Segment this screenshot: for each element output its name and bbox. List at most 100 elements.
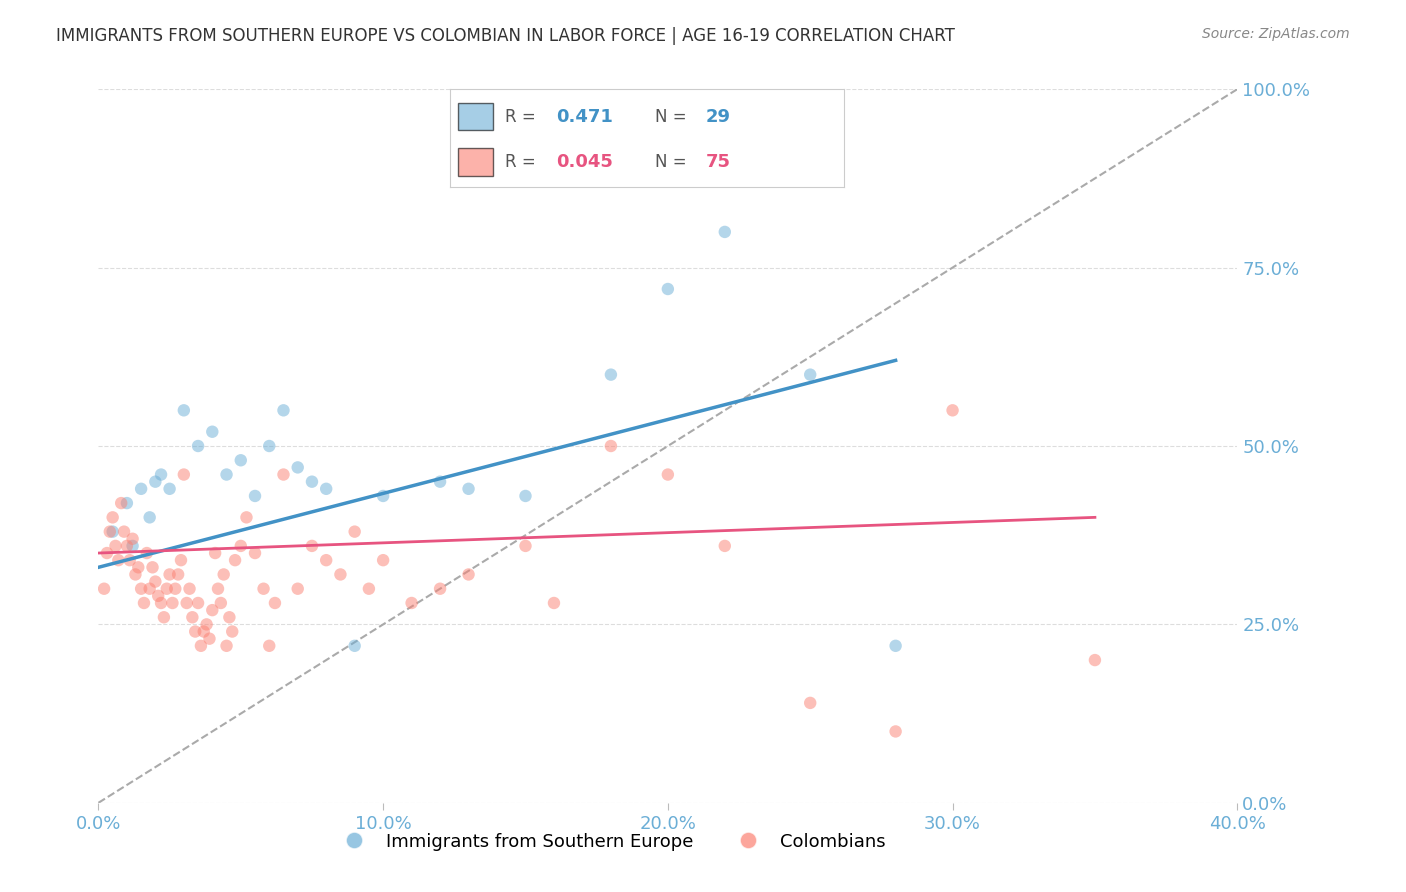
Point xyxy=(401,596,423,610)
Point xyxy=(167,567,190,582)
Point xyxy=(884,639,907,653)
Point xyxy=(259,439,281,453)
Text: 0.471: 0.471 xyxy=(557,108,613,126)
Point xyxy=(657,467,679,482)
Point xyxy=(176,596,198,610)
Point xyxy=(243,489,266,503)
Point xyxy=(218,610,240,624)
Point xyxy=(138,582,160,596)
Point xyxy=(429,475,451,489)
Point xyxy=(201,425,224,439)
Point xyxy=(259,639,281,653)
Text: 29: 29 xyxy=(706,108,731,126)
Point xyxy=(343,639,366,653)
Point xyxy=(429,582,451,596)
Point xyxy=(657,282,679,296)
Point xyxy=(101,510,124,524)
Point xyxy=(221,624,243,639)
Point xyxy=(224,553,246,567)
Point xyxy=(229,453,252,467)
Point xyxy=(159,567,181,582)
Point xyxy=(215,639,238,653)
Point xyxy=(129,582,152,596)
Point xyxy=(93,582,115,596)
Point xyxy=(201,603,224,617)
Point xyxy=(198,632,221,646)
Point xyxy=(315,482,337,496)
Point xyxy=(148,589,170,603)
Point xyxy=(884,724,907,739)
Point xyxy=(138,510,160,524)
Text: IMMIGRANTS FROM SOUTHERN EUROPE VS COLOMBIAN IN LABOR FORCE | AGE 16-19 CORRELAT: IMMIGRANTS FROM SOUTHERN EUROPE VS COLOM… xyxy=(56,27,955,45)
Point xyxy=(98,524,121,539)
Point xyxy=(115,496,138,510)
Point xyxy=(190,639,212,653)
Point xyxy=(195,617,218,632)
Point xyxy=(315,553,337,567)
Text: R =: R = xyxy=(505,108,541,126)
Point xyxy=(121,539,143,553)
Point xyxy=(145,574,167,589)
FancyBboxPatch shape xyxy=(458,148,494,176)
Point xyxy=(96,546,118,560)
Point xyxy=(215,467,238,482)
Point xyxy=(170,553,193,567)
Point xyxy=(799,368,821,382)
Point xyxy=(110,496,132,510)
Point xyxy=(343,524,366,539)
Point xyxy=(115,539,138,553)
Point xyxy=(135,546,157,560)
Point xyxy=(301,475,323,489)
Point xyxy=(184,624,207,639)
Legend: Immigrants from Southern Europe, Colombians: Immigrants from Southern Europe, Colombi… xyxy=(329,826,893,858)
Point xyxy=(193,624,215,639)
Text: N =: N = xyxy=(655,153,692,170)
Point xyxy=(799,696,821,710)
Point xyxy=(159,482,181,496)
Point xyxy=(243,546,266,560)
Point xyxy=(329,567,352,582)
Point xyxy=(714,539,737,553)
Point xyxy=(207,582,229,596)
Point xyxy=(600,439,623,453)
Text: 75: 75 xyxy=(706,153,731,170)
Point xyxy=(287,582,309,596)
Point xyxy=(153,610,176,624)
Point xyxy=(373,489,395,503)
Point xyxy=(209,596,232,610)
Text: N =: N = xyxy=(655,108,692,126)
Point xyxy=(118,553,141,567)
Point xyxy=(112,524,135,539)
Point xyxy=(457,567,479,582)
Point xyxy=(714,225,737,239)
Text: R =: R = xyxy=(505,153,541,170)
Point xyxy=(515,539,537,553)
Point xyxy=(1084,653,1107,667)
Point xyxy=(179,582,201,596)
Point xyxy=(162,596,184,610)
Point xyxy=(301,539,323,553)
Point xyxy=(457,482,479,496)
Point xyxy=(252,582,274,596)
Text: Source: ZipAtlas.com: Source: ZipAtlas.com xyxy=(1202,27,1350,41)
Point xyxy=(150,467,173,482)
Point xyxy=(187,439,209,453)
Point xyxy=(942,403,965,417)
Point xyxy=(150,596,173,610)
Point xyxy=(129,482,152,496)
FancyBboxPatch shape xyxy=(458,103,494,130)
Point xyxy=(273,403,295,417)
Point xyxy=(173,467,195,482)
Text: 0.045: 0.045 xyxy=(557,153,613,170)
Point xyxy=(165,582,187,596)
Point xyxy=(132,596,155,610)
Point xyxy=(101,524,124,539)
Point xyxy=(187,596,209,610)
Point xyxy=(181,610,204,624)
Point xyxy=(107,553,129,567)
Point xyxy=(141,560,163,574)
Point xyxy=(124,567,146,582)
Point xyxy=(212,567,235,582)
Point xyxy=(229,539,252,553)
Point xyxy=(127,560,149,574)
